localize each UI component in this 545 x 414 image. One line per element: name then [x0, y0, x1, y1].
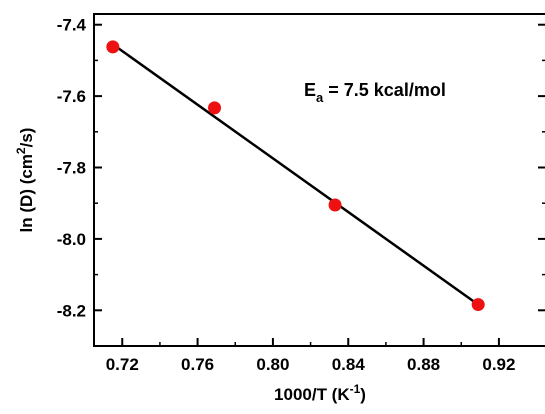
data-point	[106, 40, 120, 54]
x-tick-label: 0.80	[256, 355, 289, 374]
y-tick-label: -8.2	[57, 301, 86, 320]
x-tick-label: 0.76	[181, 355, 214, 374]
y-axis-title: ln (D) (cm2/s)	[14, 128, 36, 233]
x-axis-title: 1000/T (K-1)	[274, 382, 366, 404]
x-tick-label: 0.84	[332, 355, 366, 374]
data-point	[328, 198, 342, 212]
plot-frame	[93, 13, 545, 347]
x-tick-label: 0.88	[407, 355, 440, 374]
y-tick-label: -7.6	[57, 87, 86, 106]
series-layer	[106, 40, 485, 312]
data-point	[208, 101, 222, 115]
data-point	[471, 298, 485, 312]
linear-fit-line	[112, 43, 479, 306]
x-axis-ticks: 0.72 0.76 0.80 0.84 0.88 0.92	[106, 338, 515, 374]
x-tick-label: 0.72	[106, 355, 139, 374]
x-tick-label: 0.92	[482, 355, 515, 374]
y-tick-label: -7.8	[57, 159, 86, 178]
y-tick-label: -8.0	[57, 230, 86, 249]
y-tick-label: -7.4	[57, 16, 87, 35]
activation-energy-annotation: Ea = 7.5 kcal/mol	[304, 80, 446, 105]
y-axis-ticks: -7.4 -7.6 -7.8 -8.0 -8.2	[57, 16, 545, 347]
